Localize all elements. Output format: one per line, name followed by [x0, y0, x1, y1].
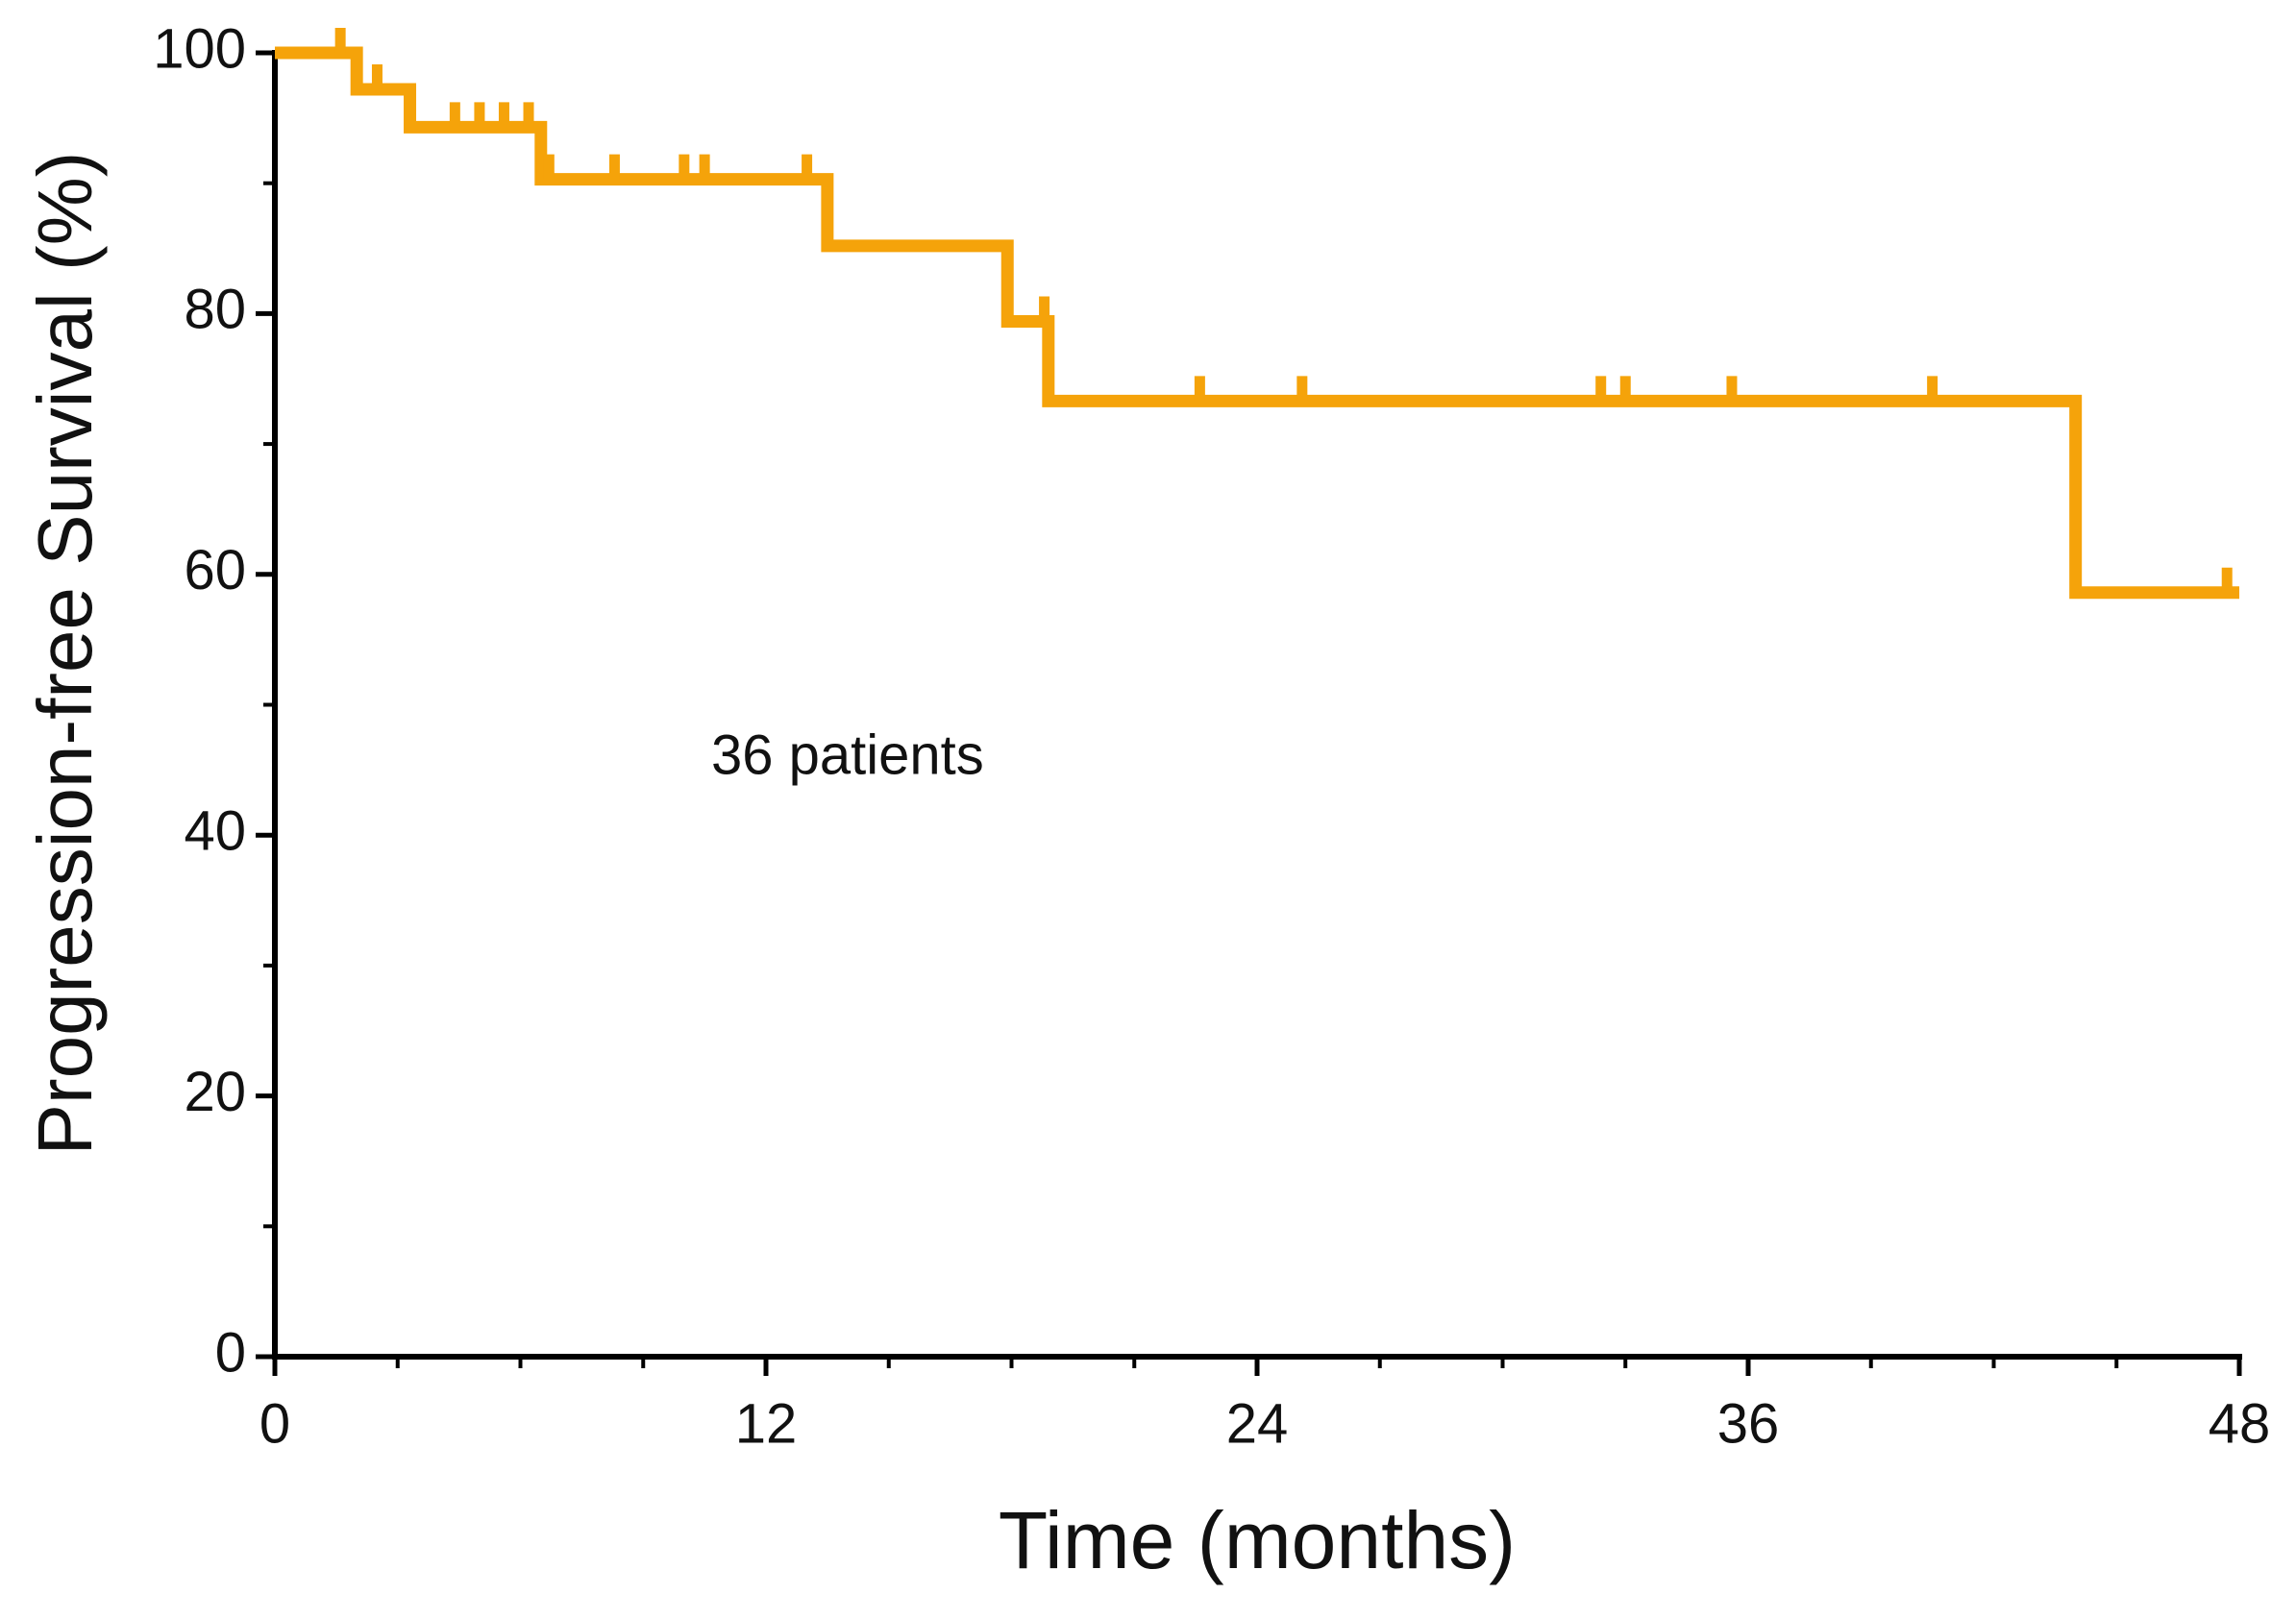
x-tick-label: 48	[2209, 1392, 2271, 1455]
x-tick-label: 24	[1226, 1392, 1289, 1455]
y-tick-label: 80	[184, 279, 246, 341]
annotation: 36 patients	[711, 724, 984, 786]
x-axis-title: Time (months)	[999, 1495, 1516, 1585]
x-tick-label: 0	[259, 1392, 290, 1455]
survival-curve	[275, 46, 2239, 600]
x-tick-label: 12	[735, 1392, 798, 1455]
y-tick-label: 40	[184, 800, 246, 863]
y-tick-label: 60	[184, 539, 246, 601]
y-tick-label: 20	[184, 1061, 246, 1123]
y-tick-label: 100	[153, 17, 246, 80]
y-axis-title: Progression-free Survival (%)	[22, 152, 108, 1156]
y-tick-label: 0	[215, 1321, 246, 1384]
x-tick-label: 36	[1717, 1392, 1780, 1455]
